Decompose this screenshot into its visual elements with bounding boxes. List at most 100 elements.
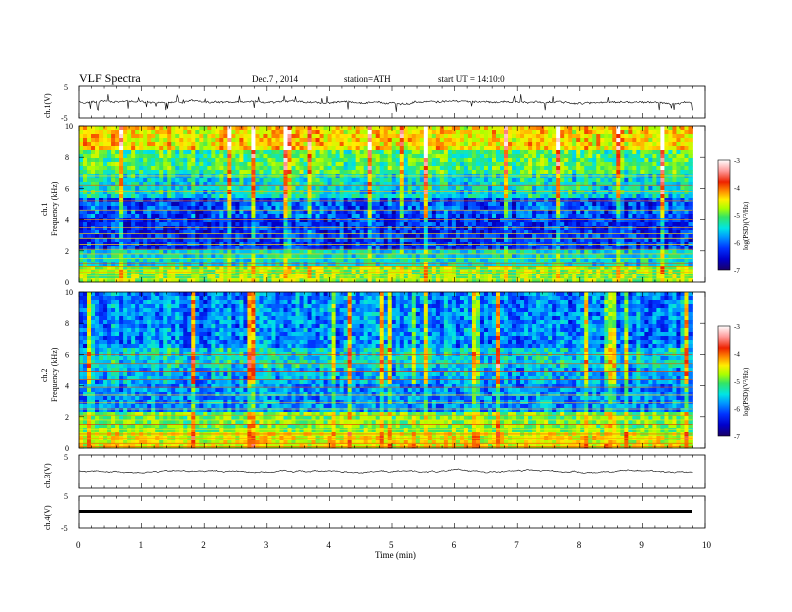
spectrogram-cell [419, 250, 425, 255]
spectrogram-cell [187, 234, 192, 239]
spectrogram-cell [143, 138, 148, 143]
spectrogram-cell [155, 202, 160, 207]
spectrogram-cell [451, 126, 457, 131]
spectrogram-cell [207, 158, 212, 163]
spectrogram-cell [520, 206, 525, 211]
spectrogram-cell [580, 250, 585, 255]
spectrogram-cell [259, 206, 264, 211]
spectrogram-cell [451, 234, 457, 239]
spectrogram-cell [375, 230, 381, 235]
spectrogram-cell [459, 218, 465, 223]
spectrogram-cell [568, 234, 573, 239]
spectrogram-cell [407, 186, 413, 191]
spectrogram-cell [608, 166, 613, 171]
spectrogram-cell [508, 222, 513, 227]
spectrogram-cell [423, 238, 429, 243]
spectrogram-cell [359, 230, 365, 235]
spectrogram-cell [291, 138, 296, 143]
spectrogram-cell [471, 218, 477, 223]
spectrogram-cell [556, 214, 561, 219]
spectrogram-cell [151, 198, 156, 203]
spectrogram-cell [415, 214, 421, 219]
spectrogram-cell [588, 162, 593, 167]
spectrogram-cell [652, 234, 657, 239]
spectrogram-cell [604, 162, 609, 167]
spectrogram-cell [179, 222, 184, 227]
spectrogram-cell [455, 210, 461, 215]
spectrogram-cell [283, 162, 288, 167]
spectrogram-cell [652, 214, 657, 219]
spectrogram-cell [427, 182, 433, 187]
spectrogram-cell [267, 246, 272, 251]
spectrogram-cell [427, 138, 433, 143]
spectrogram-cell [343, 162, 349, 167]
spectrogram-cell [287, 206, 292, 211]
spectrogram-cell [435, 178, 441, 183]
spectrogram-cell [87, 178, 92, 183]
spectrogram-cell [403, 230, 409, 235]
spectrogram-cell [327, 162, 333, 167]
spectrogram-cell [319, 226, 324, 231]
spectrogram-cell [508, 150, 513, 155]
spectrogram-cell [155, 226, 160, 231]
spectrogram-cell [451, 182, 457, 187]
spectrogram-cell [467, 226, 473, 231]
spectrogram-cell [251, 134, 256, 139]
spectrogram-cell [183, 178, 188, 183]
spectrogram-cell [387, 234, 393, 239]
spectrogram-cell [588, 206, 593, 211]
spectrogram-cell [584, 166, 589, 171]
spectrogram-cell [383, 250, 389, 255]
spectrogram-cell [87, 162, 92, 167]
spectrogram-cell [532, 226, 537, 231]
spectrogram-cell [668, 162, 673, 167]
spectrogram-cell [391, 166, 397, 171]
spectrogram-cell [207, 150, 212, 155]
spectrogram-cell [211, 146, 216, 151]
spectrogram-cell [620, 166, 625, 171]
spectrogram-cell [91, 226, 96, 231]
spectrogram-cell [87, 222, 92, 227]
spectrogram-cell [399, 134, 405, 139]
spectrogram-cell [479, 186, 485, 191]
spectrogram-cell [536, 234, 541, 239]
spectrogram-cell [155, 158, 160, 163]
spectrogram-cell [676, 222, 681, 227]
spectrogram-cell [439, 238, 445, 243]
spectrogram-cell [211, 238, 216, 243]
spectrogram-cell [387, 210, 393, 215]
spectrogram-cell [648, 134, 653, 139]
spectrogram-cell [91, 246, 96, 251]
spectrogram-cell [548, 222, 553, 227]
spectrogram-cell [175, 198, 180, 203]
spectrogram-cell [532, 198, 537, 203]
spectrogram-cell [560, 130, 565, 135]
spectrogram-cell [608, 198, 613, 203]
spectrogram-cell [251, 150, 256, 155]
spectrogram-cell [415, 198, 421, 203]
spectrogram-cell [568, 202, 573, 207]
spectrogram-cell [475, 142, 481, 147]
spectrogram-cell [259, 234, 264, 239]
spectrogram-cell [363, 166, 369, 171]
spectrogram-cell [395, 198, 401, 203]
spectrogram-cell [123, 246, 128, 251]
spectrogram-cell [199, 250, 204, 255]
spectrogram-cell [439, 202, 445, 207]
spectrogram-cell [323, 182, 328, 187]
spectrogram-cell [159, 186, 164, 191]
spectrogram-cell [347, 226, 353, 231]
spectrogram-cell [355, 190, 361, 195]
spectrogram-cell [572, 134, 577, 139]
spectrogram-cell [588, 126, 593, 131]
spectrogram-cell [211, 194, 216, 199]
spectrogram-cell [580, 138, 585, 143]
spectrogram-cell [107, 218, 112, 223]
spectrogram-cell [483, 210, 489, 215]
spectrogram-cell [407, 214, 413, 219]
spectrogram-cell [620, 170, 625, 175]
spectrogram-cell [447, 126, 453, 131]
spectrogram-cell [279, 170, 284, 175]
spectrogram-cell [335, 202, 341, 207]
spectrogram-cell [664, 138, 669, 143]
